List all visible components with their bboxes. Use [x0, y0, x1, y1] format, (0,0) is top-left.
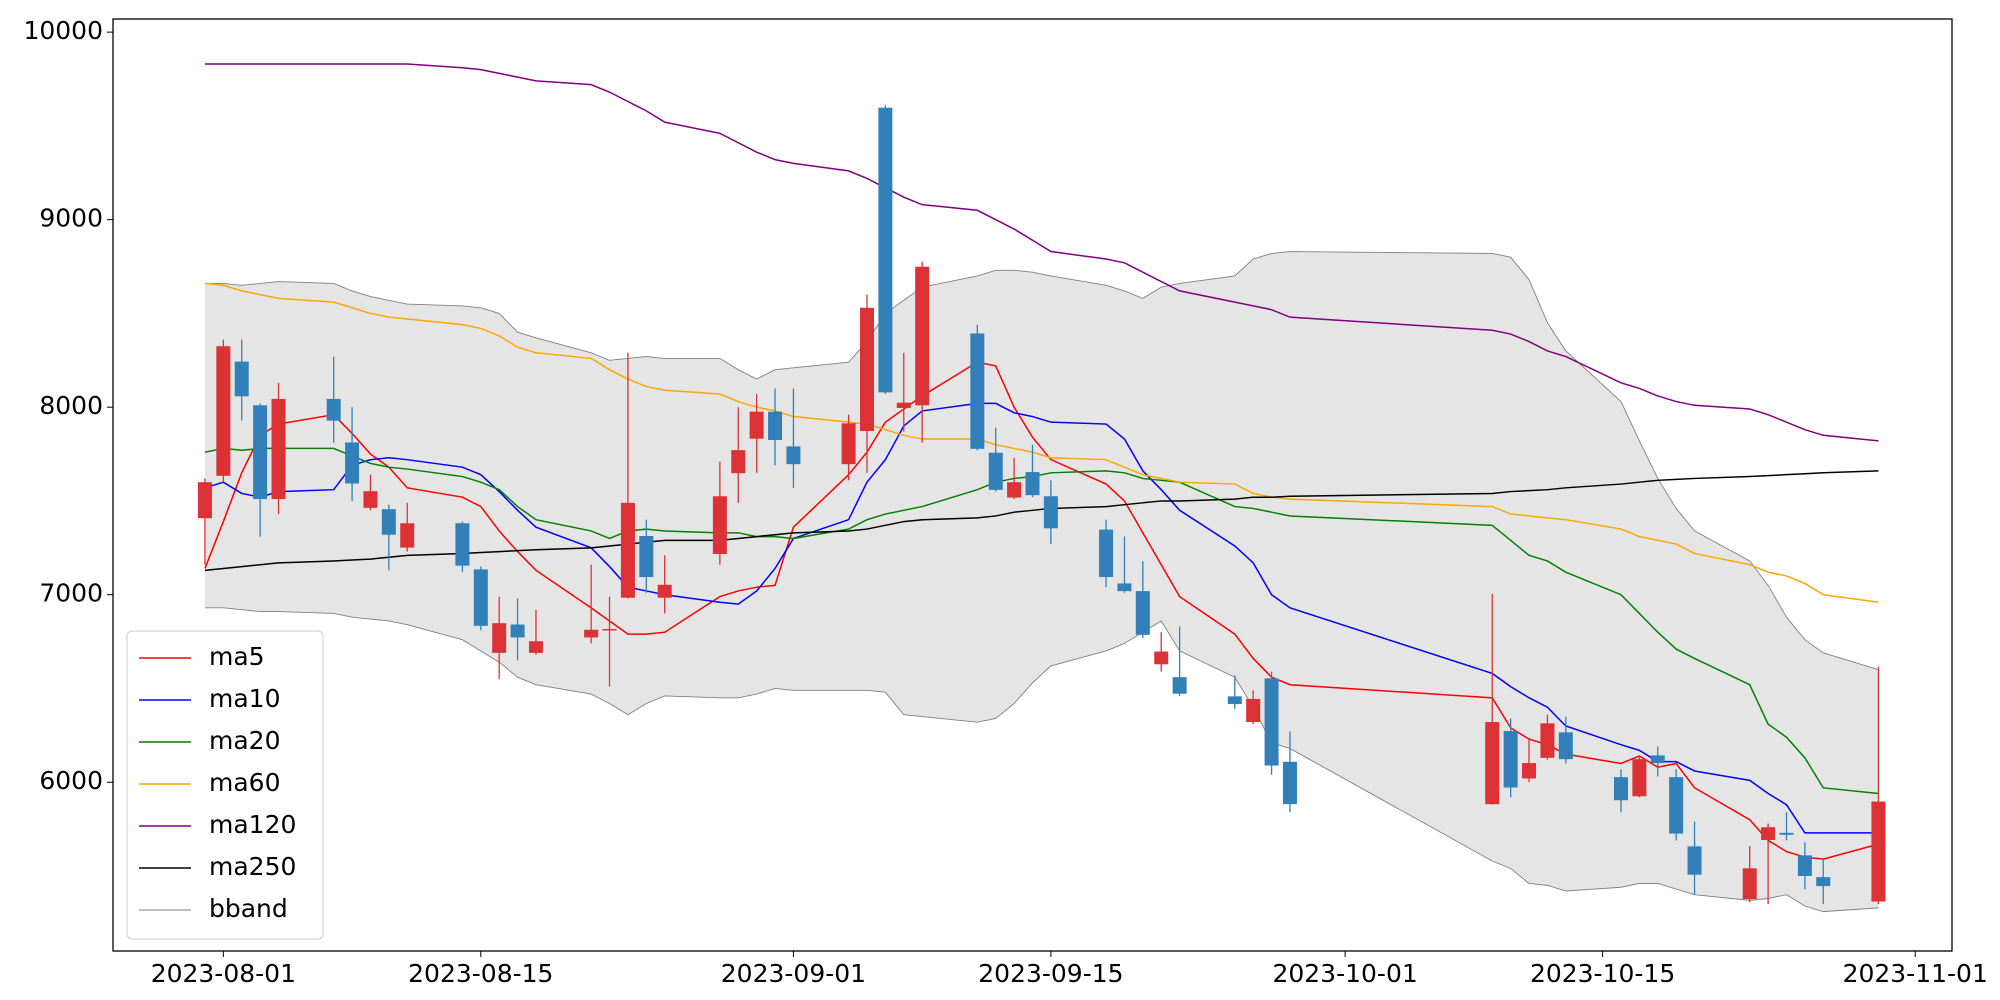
candle-body [1246, 698, 1261, 723]
ma-line [204, 447, 1879, 795]
ma-line [204, 402, 1879, 834]
candle-body [712, 496, 727, 555]
y-tick-label: 9000 [39, 204, 103, 233]
candle-body [197, 482, 212, 519]
candle-body [1025, 472, 1040, 496]
x-tick-label: 2023-08-01 [151, 959, 296, 988]
candle-body [657, 584, 672, 598]
plot-frame [112, 18, 1953, 952]
x-tick-label: 2023-10-01 [1272, 959, 1417, 988]
candle-body [528, 641, 543, 653]
candle-body [1687, 846, 1702, 875]
candle-body [1503, 731, 1518, 788]
legend-label: ma60 [209, 768, 280, 797]
band-fill [204, 251, 1879, 912]
candle-body [1797, 855, 1812, 876]
legend-box [126, 630, 324, 940]
candle-body [1154, 651, 1169, 665]
candle-body [602, 629, 617, 631]
candle-body [1282, 761, 1297, 805]
legend-label: ma5 [209, 642, 265, 671]
candle-body [234, 361, 249, 397]
candle-body [878, 107, 893, 393]
x-tick-label: 2023-09-15 [978, 959, 1123, 988]
candle-body [620, 502, 635, 598]
candle-body [1099, 529, 1114, 578]
candle-body [768, 411, 783, 440]
candle-body [584, 629, 599, 638]
candle-body [1816, 877, 1831, 887]
candle-body [896, 402, 911, 408]
ma-line [204, 470, 1879, 572]
candle-body [731, 450, 746, 474]
candle-body [473, 569, 488, 626]
legend-label: ma250 [209, 852, 296, 881]
candle-body [381, 509, 396, 535]
candle-body [1650, 755, 1665, 764]
candle-body [271, 398, 286, 500]
candle-body [345, 442, 360, 484]
y-tick-label: 6000 [39, 766, 103, 795]
candle-body [1117, 583, 1132, 592]
legend: ma5 ma10 ma20 ma60 ma120 ma250 bband [126, 630, 324, 940]
candle-body [1227, 696, 1242, 705]
candle-body [841, 423, 856, 465]
candle-body [988, 452, 1003, 490]
ma-line [204, 361, 1879, 860]
y-tick-label: 10000 [23, 16, 103, 45]
candle-body [859, 307, 874, 431]
candle-body [1779, 832, 1794, 835]
ma-line [204, 282, 1879, 603]
band-edge [204, 607, 1879, 913]
y-tick-label: 7000 [39, 579, 103, 608]
candle-body [786, 446, 801, 465]
candle-body [1264, 678, 1279, 766]
candle-body [510, 624, 525, 638]
x-tick-label: 2023-08-15 [408, 959, 553, 988]
x-tick-label: 2023-11-01 [1843, 959, 1988, 988]
candle-body [1558, 732, 1573, 760]
legend-label: ma120 [209, 810, 296, 839]
x-tick-label: 2023-09-01 [721, 959, 866, 988]
candle-body [363, 491, 378, 508]
candle-body [1540, 723, 1555, 758]
candle-body [749, 411, 764, 439]
candle-body [1522, 763, 1537, 779]
candle-body [1761, 827, 1776, 840]
candle-body [639, 536, 654, 578]
candle-body [400, 523, 415, 548]
legend-label: bband [209, 894, 288, 923]
candle-body [1613, 777, 1628, 801]
candle-body [1043, 496, 1058, 529]
candle-body [216, 346, 231, 476]
candle-body [1007, 482, 1022, 498]
candle-body [253, 405, 268, 500]
candle-body [970, 333, 985, 449]
candle-body [915, 266, 930, 406]
y-tick-label: 8000 [39, 391, 103, 420]
legend-label: ma10 [209, 684, 280, 713]
candle-body [1669, 777, 1684, 834]
band-edge [204, 251, 1879, 671]
candle-body [1871, 801, 1886, 902]
candle-body [1135, 591, 1150, 635]
candle-body [455, 523, 470, 566]
candle-body [1632, 759, 1647, 797]
candle-body [326, 398, 341, 421]
candle-body [1742, 868, 1757, 900]
ma-line [204, 63, 1879, 442]
candle-body [492, 623, 507, 653]
candle-body [1172, 677, 1187, 694]
candle-body [1485, 722, 1500, 805]
legend-label: ma20 [209, 726, 280, 755]
x-tick-label: 2023-10-15 [1530, 959, 1675, 988]
